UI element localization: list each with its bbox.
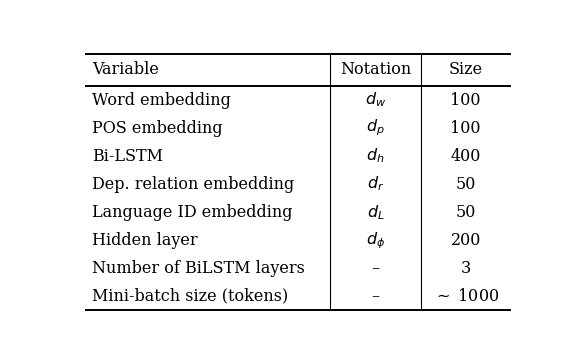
Text: 3: 3 xyxy=(460,260,471,277)
Text: POS embedding: POS embedding xyxy=(92,120,222,136)
Text: Bi-LSTM: Bi-LSTM xyxy=(92,147,163,165)
Text: 50: 50 xyxy=(456,204,476,221)
Text: Variable: Variable xyxy=(92,62,158,78)
Text: Notation: Notation xyxy=(340,62,411,78)
Text: 50: 50 xyxy=(456,176,476,193)
Text: $d_{\phi}$: $d_{\phi}$ xyxy=(366,230,385,251)
Text: 100: 100 xyxy=(450,92,481,108)
Text: 400: 400 xyxy=(450,147,481,165)
Text: $d_r$: $d_r$ xyxy=(367,175,384,194)
Text: Hidden layer: Hidden layer xyxy=(92,232,197,249)
Text: Mini-batch size (tokens): Mini-batch size (tokens) xyxy=(92,288,288,305)
Text: Dep. relation embedding: Dep. relation embedding xyxy=(92,176,294,193)
Text: Number of BiLSTM layers: Number of BiLSTM layers xyxy=(92,260,304,277)
Text: 100: 100 xyxy=(450,120,481,136)
Text: $d_L$: $d_L$ xyxy=(367,203,385,222)
Text: Size: Size xyxy=(449,62,483,78)
Text: 200: 200 xyxy=(450,232,481,249)
Text: –: – xyxy=(371,288,379,305)
Text: Word embedding: Word embedding xyxy=(92,92,230,108)
Text: Language ID embedding: Language ID embedding xyxy=(92,204,292,221)
Text: $\sim$ 1000: $\sim$ 1000 xyxy=(432,288,499,305)
Text: $d_w$: $d_w$ xyxy=(365,91,386,109)
Text: $d_h$: $d_h$ xyxy=(367,147,385,165)
Text: –: – xyxy=(371,260,379,277)
Text: $d_p$: $d_p$ xyxy=(366,118,385,138)
